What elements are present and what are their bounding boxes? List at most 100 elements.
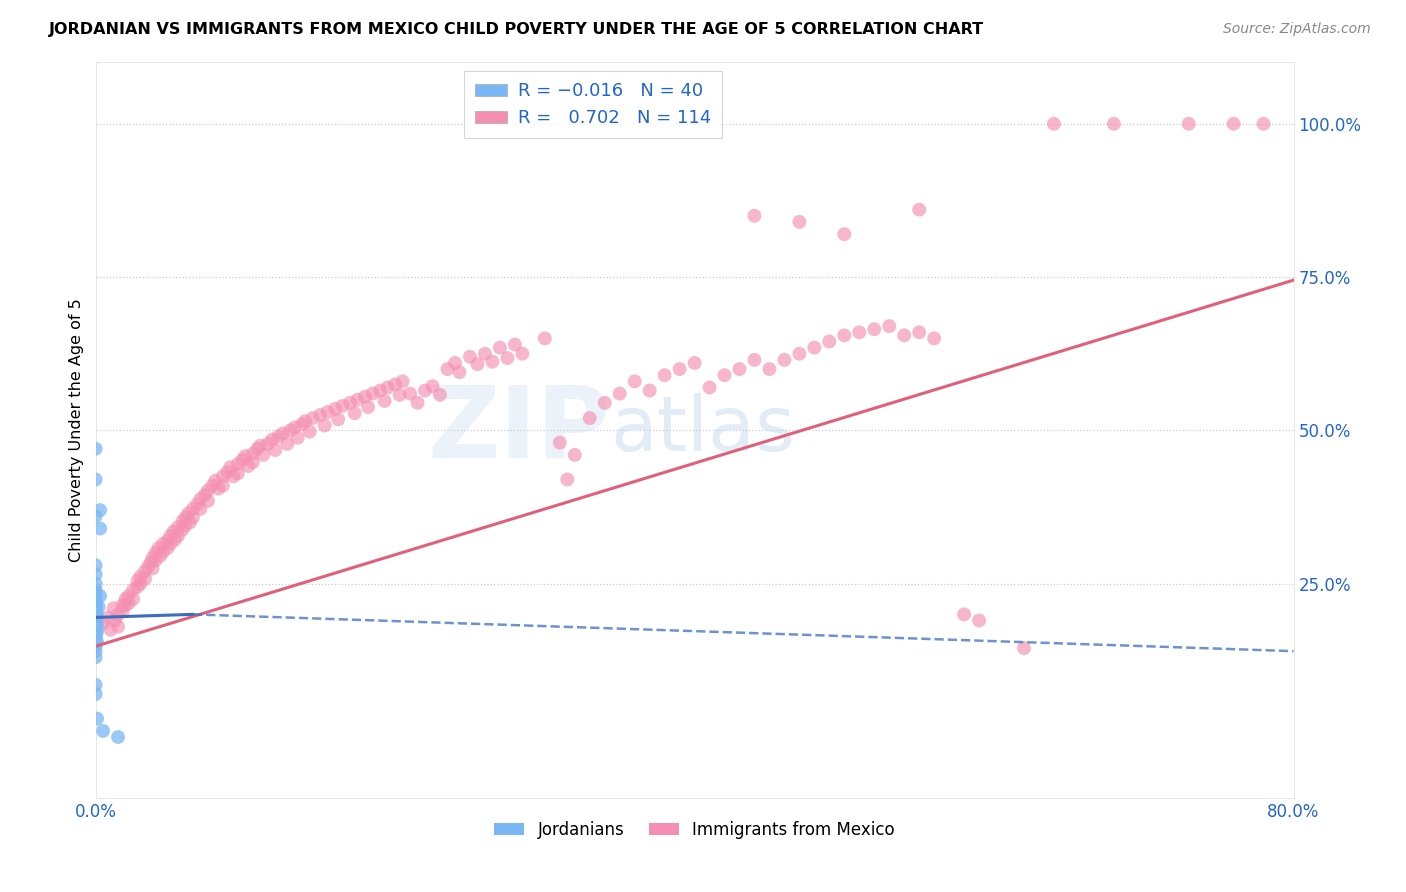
Point: [89, 589, 111, 603]
Point: [84, 582, 107, 597]
Point: [181, 501, 204, 516]
Point: [167, 529, 190, 543]
Point: [877, 319, 900, 334]
Point: [84, 604, 107, 618]
Point: [84, 601, 107, 615]
Point: [458, 350, 481, 364]
Point: [413, 384, 436, 398]
Point: [107, 730, 129, 744]
Point: [190, 492, 212, 507]
Point: [127, 574, 149, 588]
Point: [291, 417, 314, 432]
Point: [111, 598, 134, 612]
Point: [908, 202, 931, 217]
Point: [316, 405, 339, 419]
Point: [388, 388, 411, 402]
Point: [758, 362, 780, 376]
Point: [893, 328, 915, 343]
Point: [399, 386, 422, 401]
Point: [159, 537, 181, 551]
Point: [728, 362, 751, 376]
Point: [107, 607, 129, 622]
Point: [212, 478, 235, 492]
Point: [86, 624, 108, 639]
Point: [744, 209, 766, 223]
Point: [91, 616, 114, 631]
Point: [141, 561, 163, 575]
Point: [555, 473, 578, 487]
Point: [654, 368, 676, 383]
Point: [467, 357, 489, 371]
Point: [278, 424, 301, 438]
Point: [226, 457, 249, 471]
Point: [406, 396, 429, 410]
Point: [141, 551, 163, 566]
Point: [181, 510, 204, 524]
Point: [548, 435, 571, 450]
Point: [89, 521, 111, 535]
Text: ZIP: ZIP: [427, 382, 610, 479]
Point: [84, 627, 107, 641]
Point: [1102, 117, 1125, 131]
Point: [235, 449, 257, 463]
Point: [91, 723, 114, 738]
Point: [84, 650, 107, 665]
Point: [163, 533, 186, 547]
Point: [134, 565, 156, 579]
Point: [100, 623, 122, 637]
Point: [87, 600, 110, 615]
Point: [156, 533, 179, 548]
Point: [226, 467, 249, 481]
Point: [84, 596, 107, 610]
Point: [1222, 117, 1244, 131]
Point: [152, 537, 174, 551]
Point: [84, 558, 107, 573]
Point: [84, 632, 107, 646]
Point: [172, 523, 194, 537]
Point: [534, 331, 557, 345]
Point: [287, 431, 309, 445]
Point: [84, 639, 107, 653]
Point: [834, 227, 856, 242]
Point: [262, 433, 284, 447]
Point: [84, 629, 107, 643]
Point: [117, 589, 139, 603]
Point: [789, 215, 811, 229]
Point: [834, 328, 856, 343]
Point: [212, 469, 235, 483]
Point: [177, 506, 200, 520]
Point: [222, 469, 245, 483]
Point: [609, 386, 631, 401]
Point: [789, 347, 811, 361]
Legend: Jordanians, Immigrants from Mexico: Jordanians, Immigrants from Mexico: [488, 814, 901, 846]
Point: [84, 615, 107, 629]
Point: [207, 482, 229, 496]
Point: [167, 520, 190, 534]
Point: [103, 601, 125, 615]
Point: [264, 443, 287, 457]
Point: [84, 509, 107, 524]
Point: [172, 514, 194, 528]
Point: [309, 408, 332, 422]
Point: [377, 380, 399, 394]
Point: [449, 365, 471, 379]
Point: [444, 356, 467, 370]
Point: [848, 325, 870, 339]
Point: [967, 614, 990, 628]
Text: JORDANIAN VS IMMIGRANTS FROM MEXICO CHILD POVERTY UNDER THE AGE OF 5 CORRELATION: JORDANIAN VS IMMIGRANTS FROM MEXICO CHIL…: [49, 22, 984, 37]
Point: [231, 453, 253, 467]
Point: [89, 503, 111, 517]
Point: [818, 334, 841, 349]
Point: [174, 510, 197, 524]
Point: [953, 607, 976, 622]
Point: [922, 331, 945, 345]
Point: [84, 607, 107, 622]
Point: [156, 541, 179, 555]
Point: [301, 411, 323, 425]
Point: [84, 595, 107, 609]
Point: [593, 396, 616, 410]
Point: [564, 448, 586, 462]
Point: [346, 392, 368, 407]
Y-axis label: Child Poverty Under the Age of 5: Child Poverty Under the Age of 5: [69, 299, 84, 562]
Point: [84, 616, 107, 631]
